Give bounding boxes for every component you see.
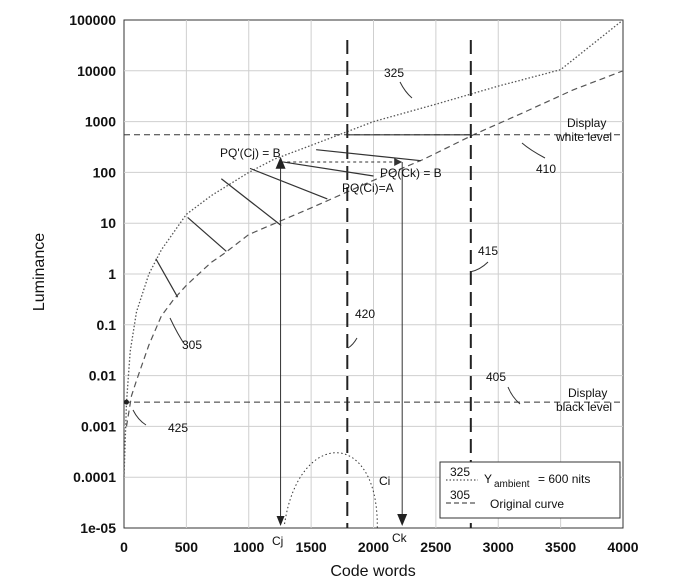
label-pq-ck: PQ(Ck) = B	[380, 166, 442, 180]
label-display-black-2: black level	[556, 400, 612, 414]
x-tick-label: 1500	[296, 539, 327, 555]
label-pq-ci: PQ(Ci)=A	[342, 181, 394, 195]
x-tick-label: 2500	[420, 539, 451, 555]
x-tick-label: 1000	[233, 539, 264, 555]
label-ck: Ck	[392, 531, 408, 545]
x-tick-label: 3500	[545, 539, 576, 555]
mapping-segment	[155, 258, 179, 298]
y-axis-title: Luminance	[31, 233, 48, 311]
annotation-marks	[123, 40, 623, 531]
label-420: 420	[355, 307, 375, 321]
legend-label-325-tail: = 600 nits	[538, 472, 590, 486]
legend-label-325-sub: ambient	[494, 479, 530, 490]
y-tick-label: 100	[93, 164, 117, 180]
legend-ref-325: 325	[450, 465, 470, 479]
series-line-305	[125, 70, 624, 427]
x-axis-title: Code words	[330, 563, 415, 578]
leader-325	[399, 81, 413, 99]
y-tick-label: 0.01	[89, 368, 116, 384]
y-tick-label: 1000	[85, 114, 116, 130]
x-tick-label: 4000	[607, 539, 638, 555]
y-tick-label: 10	[100, 215, 116, 231]
series-layer	[123, 19, 624, 478]
arrowhead-ck	[394, 158, 403, 167]
label-cj: Cj	[272, 534, 283, 548]
mapping-segment	[249, 167, 328, 200]
y-tick-label: 10000	[77, 63, 116, 79]
mapping-segment	[187, 216, 227, 252]
label-display-black-1: Display	[568, 386, 607, 400]
legend-box	[439, 461, 621, 519]
mapping-segment	[283, 161, 374, 177]
label-pq-prime-cj: PQ'(Cj) = B	[220, 146, 281, 160]
y-tick-label: 1e-05	[80, 520, 116, 536]
leader-405	[507, 386, 521, 405]
axis-ticks: 0 500 1000 1500 2000 2500 3000 3500 4000 1e-05 0.0…	[69, 12, 638, 555]
annotation-labels: PQ'(Cj) = B PQ(Ck) = BPQ(Ci)=A 325 305 410 40…	[168, 66, 612, 548]
leader-420	[347, 337, 358, 349]
label-ci: Ci	[379, 474, 390, 488]
point-425	[123, 399, 129, 405]
y-tick-label: 0.0001	[73, 469, 116, 485]
leader-410	[521, 142, 546, 159]
y-tick-label: 100000	[69, 12, 116, 28]
x-tick-label: 500	[175, 539, 199, 555]
legend-label-325: Y	[484, 472, 492, 486]
arrowhead-cj-up	[275, 156, 286, 169]
label-display-white-1: Display	[567, 116, 606, 130]
label-415: 415	[478, 244, 498, 258]
y-tick-label: 0.001	[81, 418, 116, 434]
grid	[123, 19, 624, 529]
leader-415	[469, 261, 489, 273]
series-line-325	[123, 19, 624, 478]
legend: 325 Y ambient = 600 nits 305 Original cu…	[439, 461, 621, 519]
x-tick-label: 2000	[358, 539, 389, 555]
leader-305	[169, 317, 186, 346]
legend-label-305: Original curve	[490, 497, 564, 511]
y-tick-label: 1	[108, 266, 116, 282]
arc-cj-ci	[284, 452, 378, 531]
label-425: 425	[168, 421, 188, 435]
arrowhead-cj-down	[276, 516, 285, 526]
arrowhead-ck-down	[397, 514, 408, 526]
y-tick-label: 0.1	[97, 317, 117, 333]
label-display-white-2: white level	[555, 130, 612, 144]
label-405: 405	[486, 370, 506, 384]
x-tick-label: 3000	[483, 539, 514, 555]
label-305: 305	[182, 338, 202, 352]
mapping-segment	[316, 149, 421, 162]
label-410: 410	[536, 162, 556, 176]
x-tick-label: 0	[120, 539, 128, 555]
legend-ref-305: 305	[450, 488, 470, 502]
mapping-segment	[220, 178, 282, 226]
leader-425	[132, 409, 147, 426]
label-325: 325	[384, 66, 404, 80]
